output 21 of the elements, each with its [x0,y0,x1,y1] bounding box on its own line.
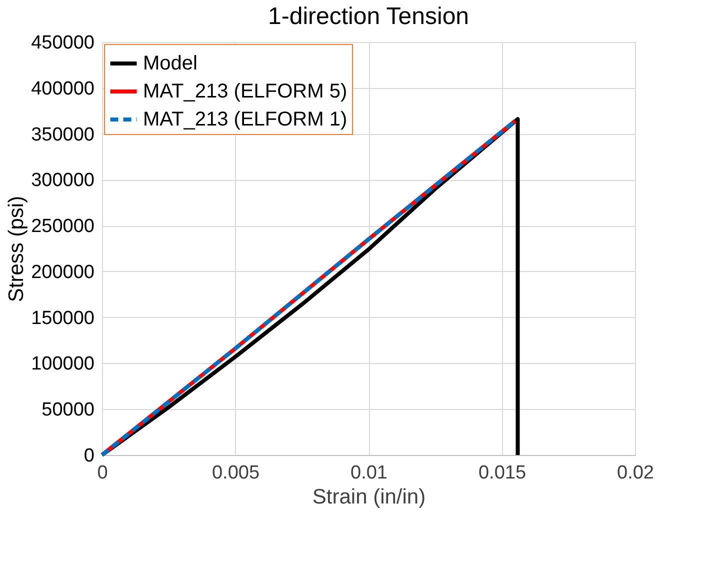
x-tick-label: 0.005 [212,462,260,484]
legend-label: MAT_213 (ELFORM 1) [143,108,348,130]
y-tick-label: 400000 [31,78,94,100]
chart-title: 1-direction Tension [268,3,470,30]
y-tick-label: 200000 [31,262,94,283]
x-axis-title: Strain (in/in) [312,486,426,508]
y-tick-label: 300000 [31,170,94,192]
y-axis-title: Stress (psi) [5,196,28,302]
y-tick-label: 50000 [42,400,94,421]
x-tick-label: 0.02 [617,462,654,484]
x-tick-label: 0.01 [350,462,388,484]
y-tick-label: 0 [84,446,94,466]
y-tick-label: 350000 [31,124,94,146]
y-tick-label: 150000 [31,308,94,329]
x-tick-label: 0.015 [478,462,526,484]
legend-label: MAT_213 (ELFORM 5) [143,80,348,102]
y-tick-label: 100000 [31,354,94,375]
y-tick-label: 450000 [31,32,94,54]
legend-label: Model [143,52,198,74]
y-tick-label: 250000 [31,216,94,238]
x-tick-label: 0 [97,462,108,484]
